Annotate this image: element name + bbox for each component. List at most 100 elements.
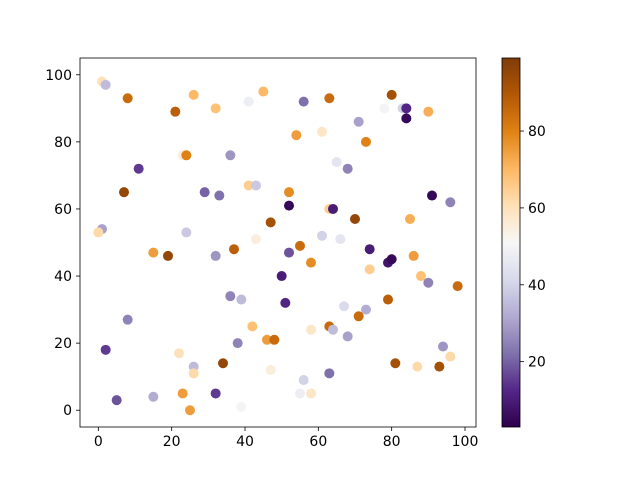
scatter-point bbox=[243, 180, 254, 191]
y-tick-label: 0 bbox=[63, 403, 72, 419]
scatter-point bbox=[170, 106, 181, 117]
scatter-point bbox=[317, 230, 327, 241]
scatter-point bbox=[225, 150, 236, 161]
scatter-point bbox=[401, 103, 412, 114]
scatter-point bbox=[353, 116, 364, 127]
scatter-point bbox=[262, 334, 272, 345]
scatter-point bbox=[122, 314, 133, 325]
colorbar-frame bbox=[501, 57, 521, 428]
scatter-point bbox=[306, 257, 316, 268]
scatter-point bbox=[317, 126, 327, 137]
scatter-point bbox=[383, 294, 393, 305]
scatter-point bbox=[364, 264, 375, 275]
colorbar-tick-label: 20 bbox=[528, 355, 546, 371]
x-tick-label: 40 bbox=[236, 434, 254, 450]
scatter-point bbox=[361, 304, 371, 315]
scatter-point bbox=[284, 200, 294, 211]
scatter-point bbox=[276, 271, 287, 282]
scatter-point bbox=[364, 244, 375, 255]
y-tick-label: 20 bbox=[54, 336, 72, 352]
scatter-point bbox=[258, 86, 269, 97]
y-tick-label: 40 bbox=[54, 269, 72, 285]
scatter-point bbox=[416, 271, 426, 282]
scatter-point bbox=[243, 96, 254, 107]
scatter-point bbox=[324, 368, 335, 379]
x-tick-label: 60 bbox=[309, 434, 327, 450]
x-tick-label: 100 bbox=[452, 434, 479, 450]
scatter-point bbox=[232, 338, 243, 349]
scatter-point bbox=[408, 250, 419, 261]
scatter-point bbox=[188, 368, 199, 379]
scatter-point bbox=[225, 291, 236, 302]
colorbar-tick-label: 40 bbox=[528, 278, 546, 294]
scatter-point bbox=[269, 334, 280, 345]
colorbar-tick-label: 60 bbox=[528, 201, 546, 217]
scatter-point bbox=[452, 281, 463, 292]
scatter-point bbox=[163, 250, 173, 261]
scatter-points bbox=[93, 76, 463, 416]
y-tick-label: 100 bbox=[45, 68, 72, 84]
scatter-point bbox=[177, 388, 188, 399]
scatter-point bbox=[306, 388, 316, 399]
scatter-point bbox=[284, 247, 294, 258]
scatter-point bbox=[390, 358, 401, 369]
scatter-point bbox=[295, 388, 305, 399]
scatter-point bbox=[295, 240, 305, 251]
scatter-point bbox=[324, 93, 335, 104]
scatter-point bbox=[445, 197, 456, 208]
scatter-point bbox=[331, 156, 342, 167]
scatter-point bbox=[342, 163, 353, 174]
scatter-point bbox=[133, 163, 144, 174]
scatter-point bbox=[119, 187, 129, 198]
scatter-point bbox=[401, 113, 412, 124]
scatter-point bbox=[350, 214, 360, 225]
scatter-point bbox=[328, 203, 338, 214]
scatter-point bbox=[236, 401, 247, 412]
scatter-point bbox=[438, 341, 448, 352]
scatter-point bbox=[445, 351, 456, 362]
scatter-point bbox=[148, 391, 159, 402]
scatter-point bbox=[265, 364, 276, 375]
scatter-point bbox=[199, 187, 210, 198]
scatter-point bbox=[412, 361, 423, 372]
colorbar-tick-label: 80 bbox=[528, 124, 546, 140]
y-axis: 0 20 40 60 80 100 bbox=[45, 68, 80, 419]
scatter-point bbox=[247, 321, 258, 332]
scatter-point bbox=[284, 187, 294, 198]
x-tick-label: 0 bbox=[94, 434, 103, 450]
scatter-point bbox=[361, 136, 371, 147]
scatter-point bbox=[210, 103, 221, 114]
scatter-point bbox=[298, 375, 309, 386]
scatter-point bbox=[423, 106, 434, 117]
scatter-point bbox=[328, 324, 338, 335]
y-tick-label: 60 bbox=[54, 202, 72, 218]
x-axis: 0 20 40 60 80 100 bbox=[94, 427, 478, 450]
plot-frame bbox=[79, 57, 477, 428]
scatter-point bbox=[280, 297, 291, 308]
scatter-point bbox=[265, 217, 276, 228]
scatter-point bbox=[335, 234, 346, 245]
scatter-point bbox=[434, 361, 445, 372]
scatter-point bbox=[236, 294, 247, 305]
scatter-point bbox=[174, 348, 184, 359]
scatter-point bbox=[100, 79, 111, 90]
scatter-point bbox=[214, 190, 225, 201]
scatter-point bbox=[405, 214, 415, 225]
scatter-point bbox=[251, 234, 261, 245]
scatter-point bbox=[353, 311, 364, 322]
scatter-point bbox=[386, 254, 397, 265]
scatter-point bbox=[229, 244, 239, 255]
scatter-point bbox=[181, 227, 192, 238]
scatter-point bbox=[423, 277, 434, 288]
scatter-point bbox=[291, 130, 302, 141]
x-tick-label: 80 bbox=[383, 434, 401, 450]
scatter-point bbox=[210, 388, 221, 399]
scatter-point bbox=[185, 405, 195, 416]
scatter-point bbox=[100, 344, 111, 355]
scatter-point bbox=[210, 250, 221, 261]
scatter-point bbox=[218, 358, 228, 369]
scatter-point bbox=[427, 190, 437, 201]
scatter-point bbox=[93, 227, 104, 238]
scatter-point bbox=[298, 96, 309, 107]
x-tick-label: 20 bbox=[163, 434, 181, 450]
